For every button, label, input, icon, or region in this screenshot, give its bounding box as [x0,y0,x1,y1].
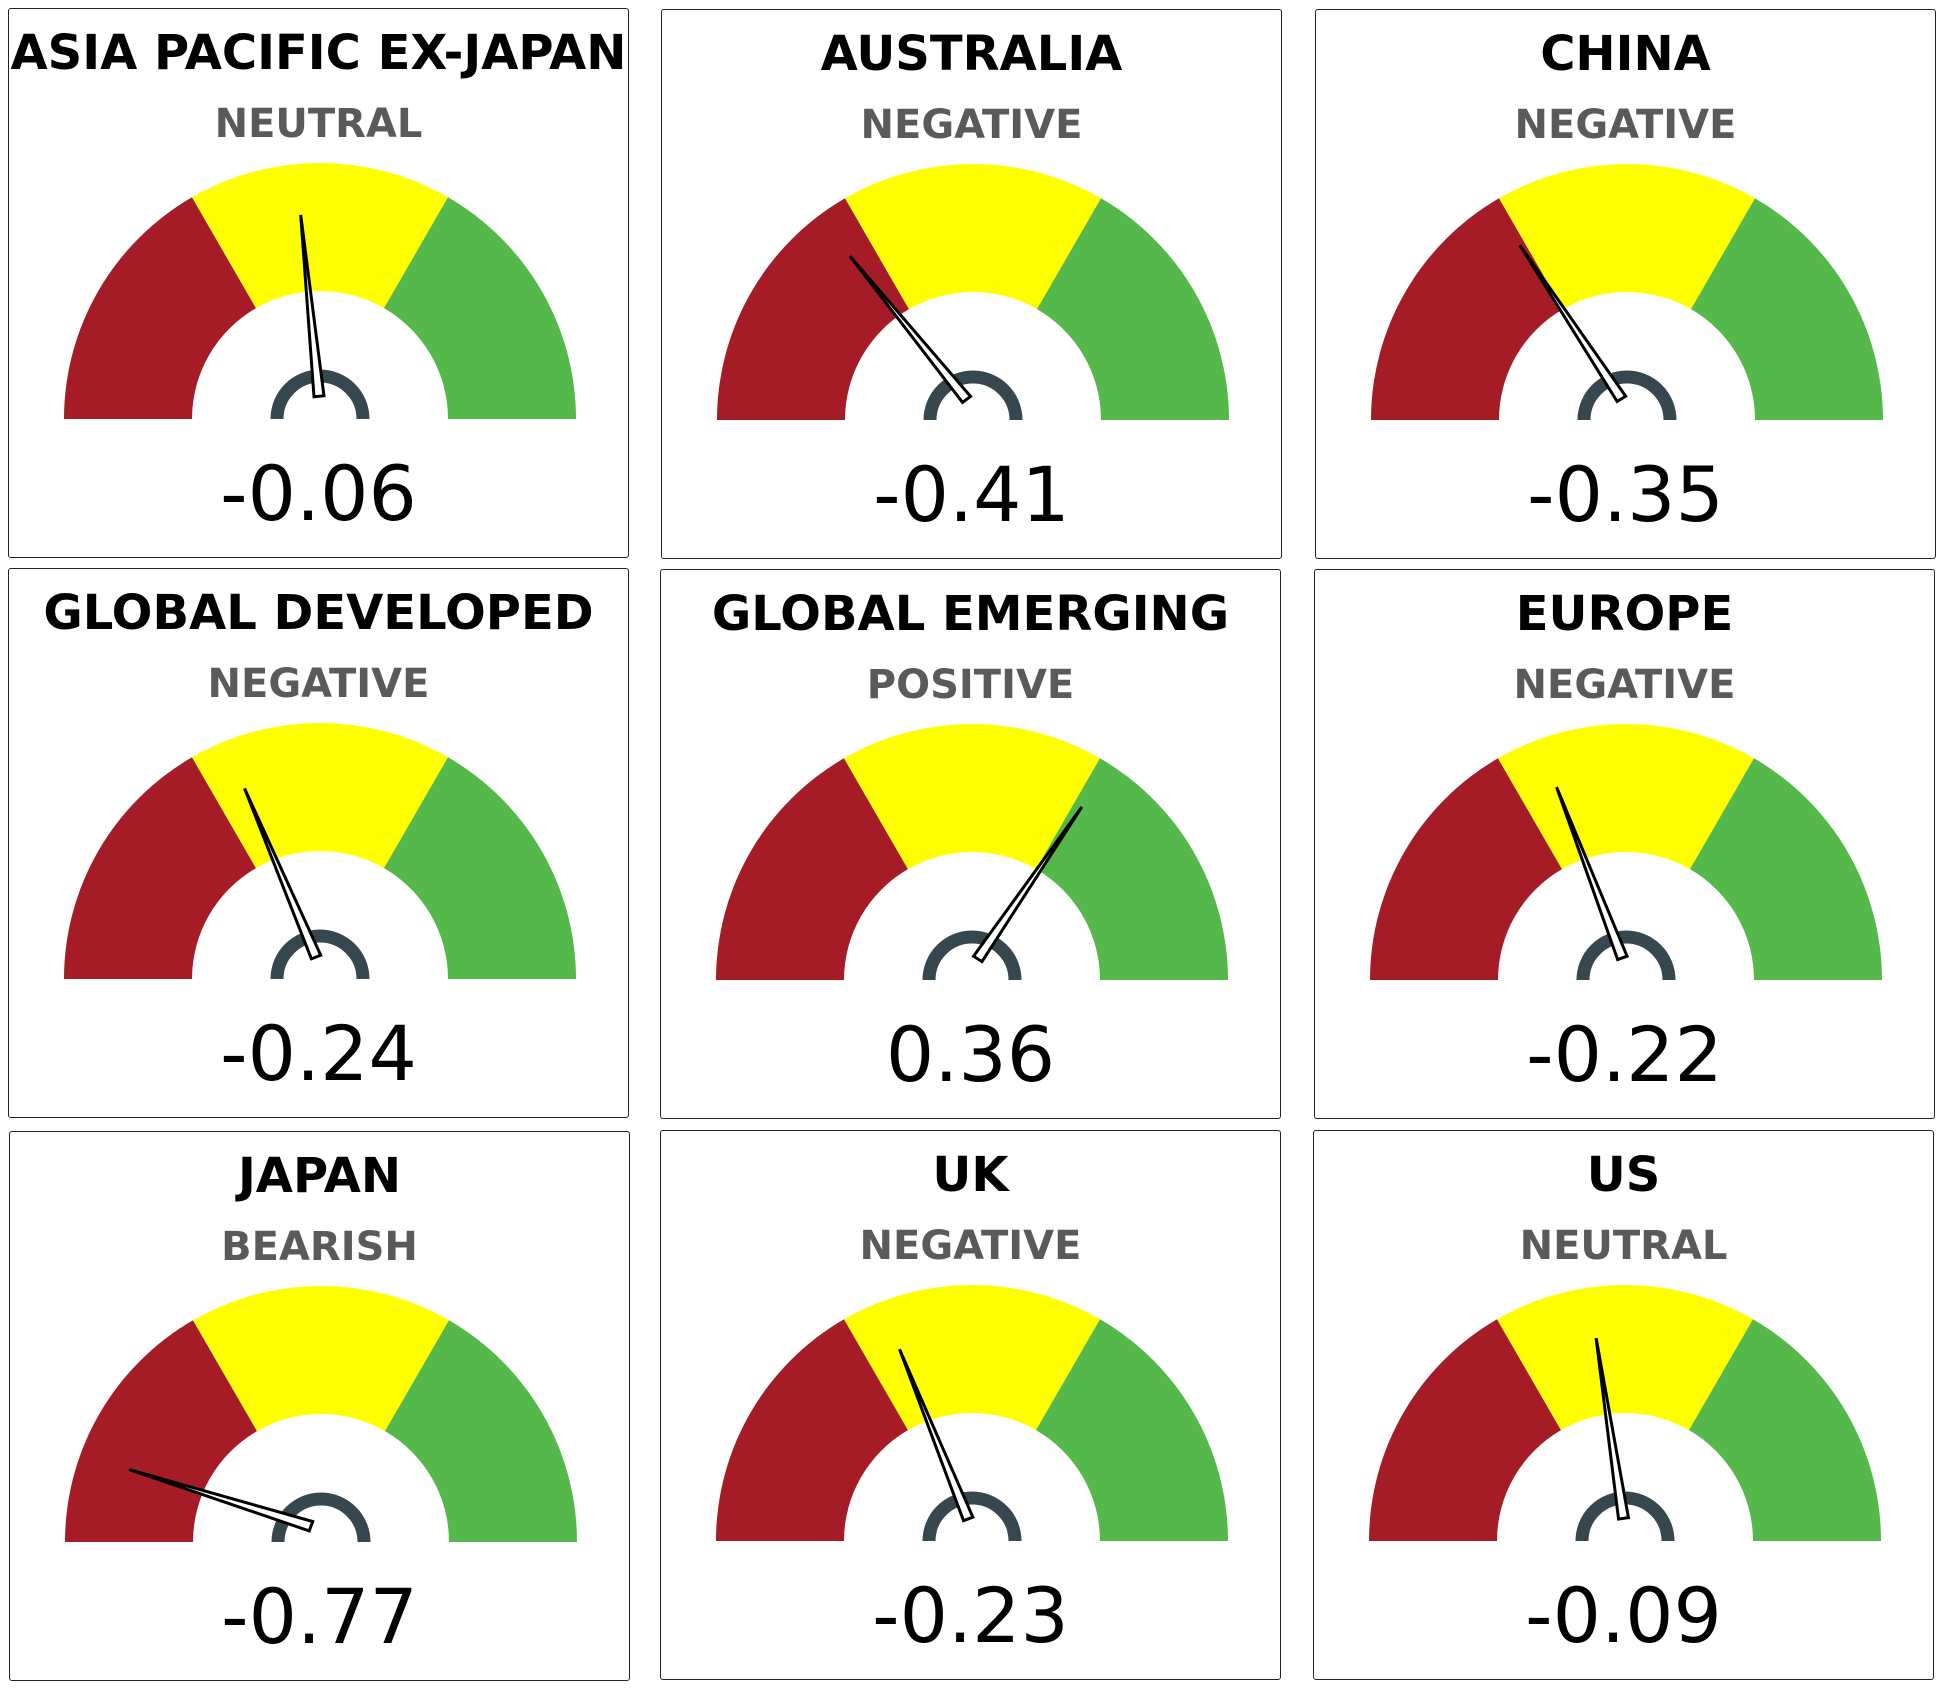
gauge-band-negative [716,758,909,980]
gauge-band-positive [1035,758,1228,980]
gauge-needle [299,214,326,399]
gauge-dial [1369,1285,1881,1542]
gauge-status: POSITIVE [866,662,1075,708]
gauge-status: BEARISH [221,1224,418,1270]
gauge-hub [271,1492,371,1543]
gauge-value: 0.36 [885,1010,1056,1099]
gauge-dial [1371,164,1883,421]
gauge-needle [898,1348,975,1523]
gauge-title: AUSTRALIA [820,26,1123,82]
gauge-band-positive [1689,758,1882,980]
gauge-band-neutral [193,1286,449,1432]
gauge-hub [1576,930,1676,981]
gauge-card-global-developed: GLOBAL DEVELOPED NEGATIVE -0.24 [8,568,629,1118]
gauge-card-uk: UK NEGATIVE -0.23 [660,1130,1281,1680]
gauge-needle [1594,1337,1631,1521]
gauge-band-positive [1035,1319,1228,1541]
gauge-card-us: US NEUTRAL -0.09 [1313,1130,1934,1680]
gauge-band-negative [717,198,910,420]
gauge-value: -0.24 [220,1009,417,1098]
gauge-needle [243,787,323,961]
gauge-title: JAPAN [237,1148,402,1204]
gauge-value: -0.35 [1527,450,1724,539]
gauge-band-neutral [1497,1285,1753,1431]
gauge-title: CHINA [1540,26,1711,82]
gauge-band-positive [383,757,576,979]
gauge-card-asia-pacific-ex-japan: ASIA PACIFIC EX-JAPAN NEUTRAL -0.06 [8,8,629,558]
gauge-band-negative [64,197,257,419]
gauge-value: -0.77 [221,1572,418,1661]
gauge-band-positive [383,197,576,419]
gauge-band-negative [1369,1319,1562,1541]
gauge-dial [64,163,576,420]
gauge-hub [923,370,1023,421]
gauge-status: NEGATIVE [859,1223,1082,1269]
gauge-title: GLOBAL EMERGING [711,586,1230,642]
gauge-card-europe: EUROPE NEGATIVE -0.22 [1314,569,1935,1119]
gauge-status: NEGATIVE [207,661,430,707]
gauge-needle [128,1468,315,1533]
gauge-value: -0.41 [873,450,1070,539]
gauge-hub [270,929,370,980]
gauge-status: NEGATIVE [1513,662,1736,708]
gauge-value: -0.09 [1525,1571,1722,1660]
gauge-band-neutral [192,163,448,309]
gauge-band-neutral [1499,164,1755,310]
gauge-dial [1370,724,1882,981]
gauge-dial [716,1285,1228,1542]
gauge-title: ASIA PACIFIC EX-JAPAN [10,25,627,81]
gauge-title: EUROPE [1515,586,1734,642]
gauge-title: GLOBAL DEVELOPED [43,585,594,641]
gauge-status: NEUTRAL [214,101,423,147]
gauge-band-neutral [1498,724,1754,870]
gauge-band-positive [1036,198,1229,420]
gauge-card-australia: AUSTRALIA NEGATIVE -0.41 [661,9,1282,559]
gauge-card-global-emerging: GLOBAL EMERGING POSITIVE 0.36 [660,569,1281,1119]
gauge-needle [971,806,1084,964]
gauge-needle [848,255,973,405]
gauge-title: UK [932,1147,1009,1203]
gauge-card-china: CHINA NEGATIVE -0.35 [1315,9,1936,559]
gauge-dial [64,723,576,980]
gauge-value: -0.22 [1526,1010,1723,1099]
gauge-band-positive [1688,1319,1881,1541]
gauge-band-negative [64,757,257,979]
gauge-needle [1555,786,1630,962]
gauge-card-japan: JAPAN BEARISH -0.77 [9,1131,630,1681]
gauge-hub [922,1491,1022,1542]
gauge-value: -0.06 [220,449,417,538]
gauge-hub [922,930,1022,981]
gauge-band-neutral [845,164,1101,310]
gauge-band-neutral [192,723,448,869]
gauge-band-neutral [844,1285,1100,1431]
gauge-dial [65,1286,577,1543]
gauge-needle [1518,244,1628,404]
gauge-status: NEUTRAL [1519,1223,1728,1269]
gauge-dial [716,724,1228,981]
gauge-dial [717,164,1229,421]
gauge-value: -0.23 [872,1571,1069,1660]
gauge-band-negative [65,1320,258,1542]
gauge-status: NEGATIVE [860,102,1083,148]
gauge-hub [1577,370,1677,421]
gauge-band-positive [384,1320,577,1542]
gauge-status: NEGATIVE [1514,102,1737,148]
gauge-band-positive [1690,198,1883,420]
gauge-band-negative [1370,758,1563,980]
gauge-title: US [1586,1147,1661,1203]
gauge-band-negative [1371,198,1564,420]
gauge-band-negative [716,1319,909,1541]
gauge-band-neutral [844,724,1100,870]
